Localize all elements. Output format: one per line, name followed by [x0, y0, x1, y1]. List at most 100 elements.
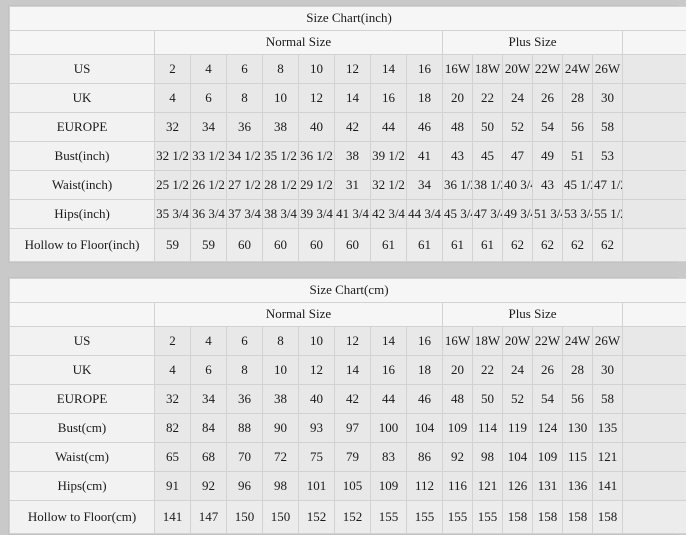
- cell: 10: [263, 356, 299, 385]
- row-tail: [623, 385, 686, 414]
- cell: 98: [263, 472, 299, 501]
- cell: 14: [335, 356, 371, 385]
- cell: 97: [335, 414, 371, 443]
- cell: 53 3/4: [563, 200, 593, 229]
- table-row: Hollow to Floor(inch) 59 59 60 60 60 60 …: [10, 229, 686, 262]
- cell: 20: [443, 84, 473, 113]
- cell: 26W: [593, 327, 623, 356]
- cell: 33 1/2: [191, 142, 227, 171]
- row-tail: [623, 414, 686, 443]
- cell: 16: [371, 84, 407, 113]
- title-row: Size Chart(inch): [10, 7, 686, 31]
- cell: 24: [503, 356, 533, 385]
- cell: 4: [191, 327, 227, 356]
- table-row: UK 4 6 8 10 12 14 16 18 20 22 24 26 28 3…: [10, 84, 686, 113]
- row-label-europe: EUROPE: [10, 385, 155, 414]
- cell: 155: [371, 501, 407, 534]
- cell: 26 1/2: [191, 171, 227, 200]
- cell: 54: [533, 113, 563, 142]
- cell: 41: [407, 142, 443, 171]
- cell: 49 3/4: [503, 200, 533, 229]
- row-tail: [623, 327, 686, 356]
- cell: 8: [227, 356, 263, 385]
- cell: 155: [443, 501, 473, 534]
- cell: 8: [263, 55, 299, 84]
- cell: 10: [299, 327, 335, 356]
- cell: 59: [191, 229, 227, 262]
- cell: 14: [371, 55, 407, 84]
- row-label-bust: Bust(inch): [10, 142, 155, 171]
- cell: 121: [473, 472, 503, 501]
- cell: 98: [473, 443, 503, 472]
- cell: 26: [533, 356, 563, 385]
- cell: 22: [473, 356, 503, 385]
- cell: 109: [533, 443, 563, 472]
- group-header-normal-size: Normal Size: [155, 303, 443, 327]
- cell: 150: [227, 501, 263, 534]
- cell: 49: [533, 142, 563, 171]
- size-table-cm: Size Chart(cm) Normal Size Plus Size US …: [9, 278, 686, 534]
- cell: 51: [563, 142, 593, 171]
- cell: 96: [227, 472, 263, 501]
- cell: 56: [563, 113, 593, 142]
- cell: 50: [473, 113, 503, 142]
- table-body-inch: Size Chart(inch) Normal Size Plus Size U…: [10, 7, 686, 262]
- cell: 82: [155, 414, 191, 443]
- cell: 12: [335, 55, 371, 84]
- cell: 14: [371, 327, 407, 356]
- cell: 112: [407, 472, 443, 501]
- row-label-hips: Hips(inch): [10, 200, 155, 229]
- table-row: EUROPE 32 34 36 38 40 42 44 46 48 50 52 …: [10, 113, 686, 142]
- cell: 35 1/2: [263, 142, 299, 171]
- cell: 39 3/4: [299, 200, 335, 229]
- cell: 50: [473, 385, 503, 414]
- cell: 18W: [473, 55, 503, 84]
- cell: 24: [503, 84, 533, 113]
- cell: 16: [407, 327, 443, 356]
- cell: 116: [443, 472, 473, 501]
- cell: 52: [503, 385, 533, 414]
- cell: 38: [263, 113, 299, 142]
- cell: 68: [191, 443, 227, 472]
- cell: 60: [335, 229, 371, 262]
- size-table-inch: Size Chart(inch) Normal Size Plus Size U…: [9, 6, 686, 262]
- cell: 18: [407, 356, 443, 385]
- cell: 135: [593, 414, 623, 443]
- cell: 130: [563, 414, 593, 443]
- cell: 61: [371, 229, 407, 262]
- cell: 6: [227, 327, 263, 356]
- cell: 91: [155, 472, 191, 501]
- row-label-hollow-to-floor: Hollow to Floor(cm): [10, 501, 155, 534]
- cell: 62: [563, 229, 593, 262]
- cell: 4: [155, 356, 191, 385]
- row-label-waist: Waist(cm): [10, 443, 155, 472]
- table-row: Hips(inch) 35 3/4 36 3/4 37 3/4 38 3/4 3…: [10, 200, 686, 229]
- row-label-bust: Bust(cm): [10, 414, 155, 443]
- cell: 104: [407, 414, 443, 443]
- cell: 26: [533, 84, 563, 113]
- cell: 155: [473, 501, 503, 534]
- cell: 47: [503, 142, 533, 171]
- row-tail: [623, 84, 686, 113]
- cell: 39 1/2: [371, 142, 407, 171]
- cell: 51 3/4: [533, 200, 563, 229]
- size-chart-inch: Size Chart(inch) Normal Size Plus Size U…: [8, 5, 678, 263]
- cell: 42: [335, 113, 371, 142]
- cell: 30: [593, 84, 623, 113]
- cell: 25 1/2: [155, 171, 191, 200]
- cell: 93: [299, 414, 335, 443]
- group-header-row: Normal Size Plus Size: [10, 31, 686, 55]
- cell: 52: [503, 113, 533, 142]
- cell: 131: [533, 472, 563, 501]
- cell: 152: [299, 501, 335, 534]
- cell: 10: [263, 84, 299, 113]
- cell: 136: [563, 472, 593, 501]
- row-tail: [623, 200, 686, 229]
- table-row: US 2 4 6 8 10 12 14 16 16W 18W 20W 22W 2…: [10, 327, 686, 356]
- cell: 32: [155, 113, 191, 142]
- cell: 38: [263, 385, 299, 414]
- cell: 12: [335, 327, 371, 356]
- cell: 79: [335, 443, 371, 472]
- cell: 48: [443, 385, 473, 414]
